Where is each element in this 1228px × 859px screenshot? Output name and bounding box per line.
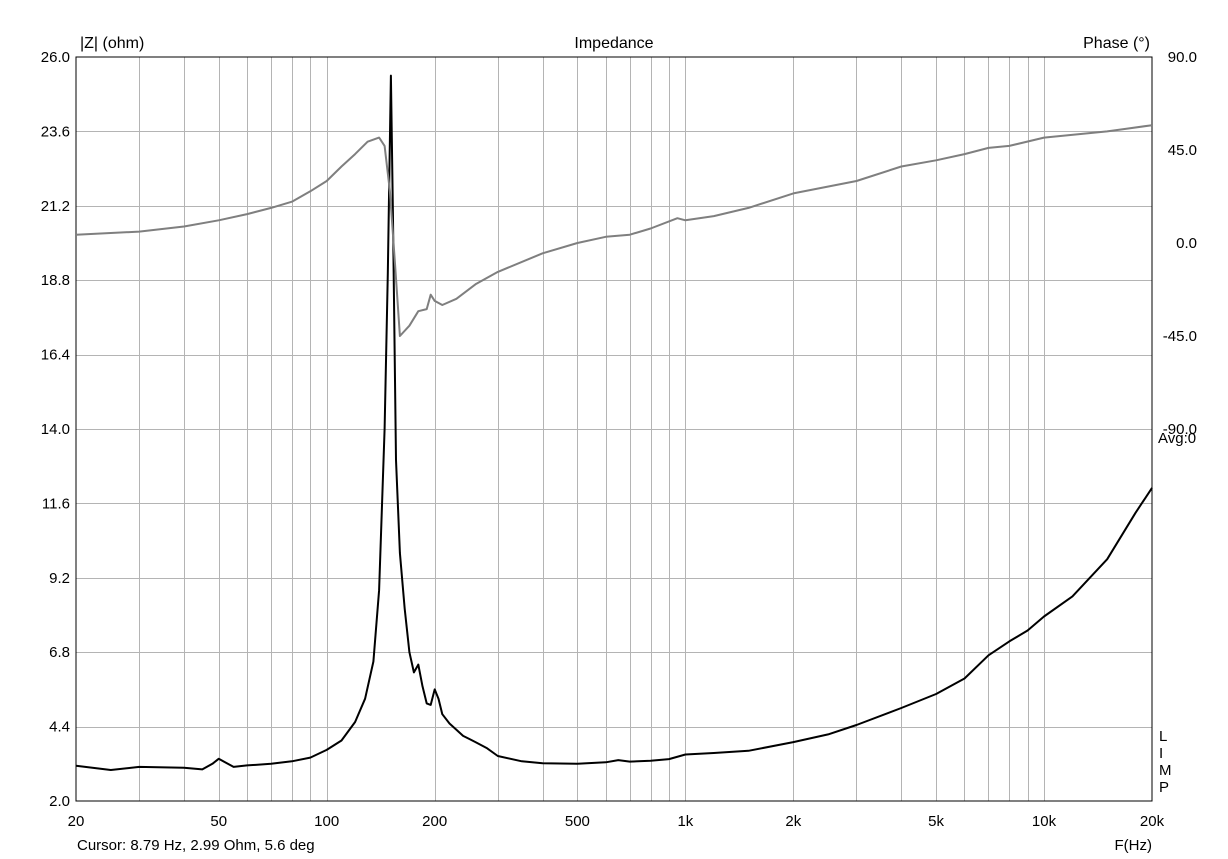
grid-layer: [76, 57, 1152, 801]
y-tick-right-label: -90.0: [1163, 421, 1197, 438]
x-tick-label: 20: [68, 813, 85, 830]
y-tick-left-label: 18.8: [41, 272, 70, 289]
x-tick-label: 2k: [785, 813, 801, 830]
x-axis-label: F(Hz): [1115, 837, 1153, 854]
impedance-series-line: [75, 74, 1153, 771]
x-tick-label: 200: [422, 813, 447, 830]
cursor-readout: Cursor: 8.79 Hz, 2.99 Ohm, 5.6 deg: [77, 837, 315, 854]
side-letter: I: [1159, 745, 1163, 762]
x-tick-label: 50: [210, 813, 227, 830]
x-tick-label: 500: [565, 813, 590, 830]
side-letter: P: [1159, 779, 1169, 796]
y-tick-left-label: 14.0: [41, 421, 70, 438]
y-tick-right-label: 45.0: [1168, 142, 1197, 159]
x-tick-label: 1k: [677, 813, 693, 830]
tick-layer: 26.0 23.6 21.2 18.8 16.4 14.0 11.6 9.2 6.8 4.4 2.0…: [41, 49, 1197, 830]
x-tick-label: 5k: [928, 813, 944, 830]
y-tick-left-label: 4.4: [49, 719, 70, 736]
x-tick-label: 20k: [1140, 813, 1165, 830]
plot-frame: [75, 56, 1153, 802]
series-layer: [75, 74, 1153, 771]
y-tick-left-label: 16.4: [41, 347, 70, 364]
avg-annotation: Avg:0: [1158, 430, 1196, 447]
phase-series-line: [75, 124, 1153, 337]
y-tick-left-label: 26.0: [41, 49, 70, 66]
y-tick-left-label: 6.8: [49, 644, 70, 661]
y-tick-left-label: 21.2: [41, 198, 70, 215]
y-axis-right-label: Phase (°): [1083, 35, 1150, 52]
y-tick-right-label: 0.0: [1176, 235, 1197, 252]
y-axis-left-label: |Z| (ohm): [80, 35, 144, 52]
y-tick-left-label: 11.6: [42, 495, 70, 512]
y-tick-left-label: 23.6: [41, 123, 70, 140]
y-tick-left-label: 9.2: [49, 570, 70, 587]
chart-title: Impedance: [574, 35, 653, 52]
y-tick-right-label: -45.0: [1163, 328, 1197, 345]
x-tick-label: 10k: [1032, 813, 1057, 830]
x-tick-label: 100: [314, 813, 339, 830]
side-letter: L: [1159, 728, 1167, 745]
y-tick-left-label: 2.0: [49, 793, 70, 810]
side-letter: M: [1159, 762, 1172, 779]
y-tick-right-label: 90.0: [1168, 49, 1197, 66]
